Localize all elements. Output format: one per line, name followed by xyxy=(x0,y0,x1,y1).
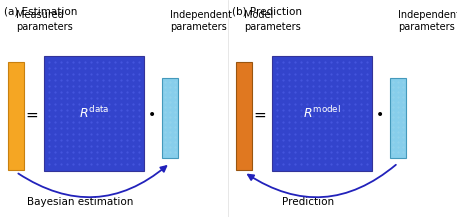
Text: Independent
parameters: Independent parameters xyxy=(170,10,232,32)
Bar xyxy=(236,62,252,170)
Text: (b) Prediction: (b) Prediction xyxy=(232,6,302,16)
Bar xyxy=(272,56,372,171)
Bar xyxy=(390,78,406,158)
Text: Independent
parameters: Independent parameters xyxy=(398,10,457,32)
Text: Measured
parameters: Measured parameters xyxy=(16,10,73,32)
Text: •: • xyxy=(376,108,384,122)
Text: Prediction: Prediction xyxy=(282,197,334,207)
Text: =: = xyxy=(26,107,38,123)
Bar xyxy=(162,78,178,158)
Bar xyxy=(8,62,24,170)
Text: $R^{\mathrm{model}}$: $R^{\mathrm{model}}$ xyxy=(303,105,341,122)
Text: (a) Estimation: (a) Estimation xyxy=(4,6,77,16)
Text: =: = xyxy=(254,107,266,123)
Bar xyxy=(44,56,144,171)
Text: Bayesian estimation: Bayesian estimation xyxy=(27,197,133,207)
Text: •: • xyxy=(148,108,156,122)
Text: $R^{\mathrm{data}}$: $R^{\mathrm{data}}$ xyxy=(79,105,109,122)
Text: Model
parameters: Model parameters xyxy=(244,10,301,32)
